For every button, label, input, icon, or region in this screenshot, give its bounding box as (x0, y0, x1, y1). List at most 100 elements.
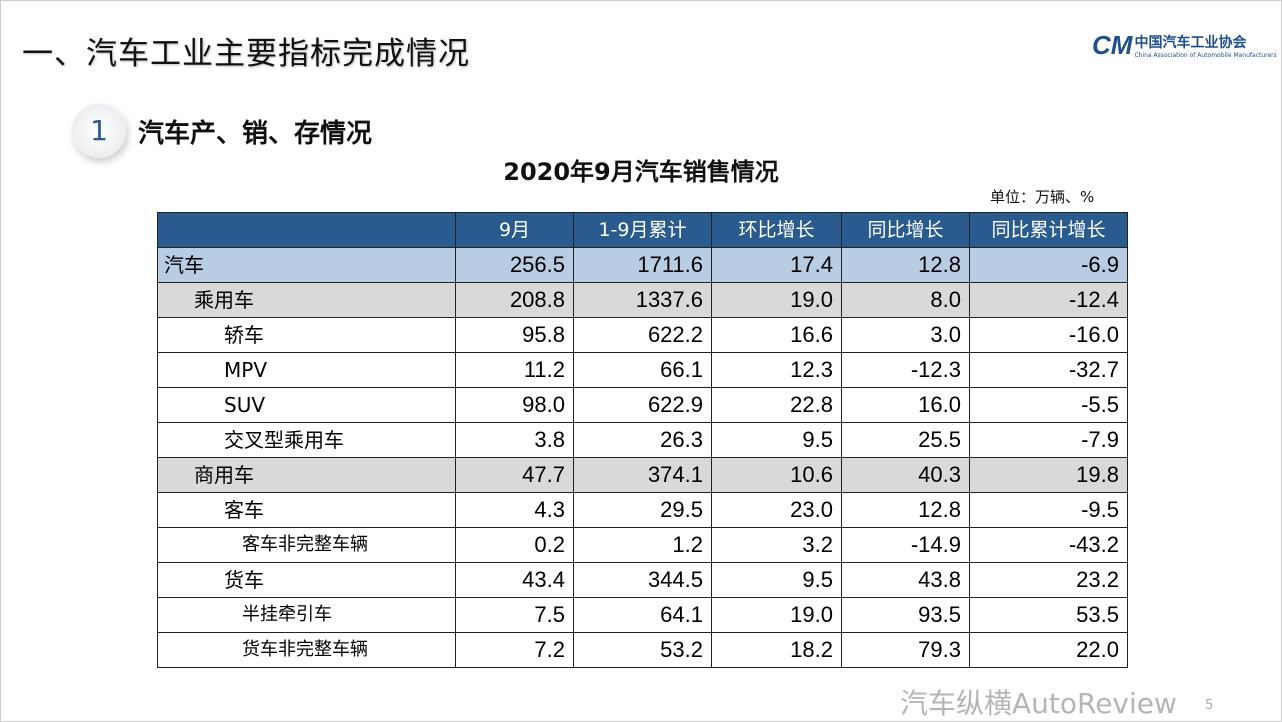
table-cell: 1711.6 (573, 247, 712, 283)
table-row: SUV 98.0 622.9 22.8 16.0 -5.5 (157, 387, 1128, 423)
table-cell: 12.8 (841, 247, 970, 283)
unit-label: 单位：万辆、% (990, 188, 1095, 206)
table-cell: -32.7 (969, 352, 1128, 388)
table-row: 货车 43.4 344.5 9.5 43.8 23.2 (157, 562, 1128, 598)
table-cell: 43.4 (455, 562, 574, 598)
logo-cn: 中国汽车工业协会 (1134, 35, 1247, 51)
table-cell: -9.5 (969, 492, 1128, 528)
table-cell: 98.0 (455, 387, 574, 423)
table-row: MPV 11.2 66.1 12.3 -12.3 -32.7 (157, 352, 1128, 388)
section-number: 1 (72, 104, 126, 158)
table-cell: 19.8 (969, 457, 1128, 493)
table-cell: -12.3 (841, 352, 970, 388)
table-cell: 18.2 (711, 632, 842, 668)
table-cell: 66.1 (573, 352, 712, 388)
logo-mark: CM (1092, 30, 1132, 60)
table-cell: 23.2 (969, 562, 1128, 598)
column-header (157, 212, 456, 248)
table-cell: 53.2 (573, 632, 712, 668)
table-row: 汽车 256.5 1711.6 17.4 12.8 -6.9 (157, 247, 1128, 283)
row-label: 客车 (157, 492, 456, 528)
table-row: 交叉型乘用车 3.8 26.3 9.5 25.5 -7.9 (157, 422, 1128, 458)
table-row: 货车非完整车辆 7.2 53.2 18.2 79.3 22.0 (157, 632, 1128, 668)
table-cell: 25.5 (841, 422, 970, 458)
table-cell: 3.0 (841, 317, 970, 353)
table-cell: 40.3 (841, 457, 970, 493)
table-row: 半挂牵引车 7.5 64.1 19.0 93.5 53.5 (157, 597, 1128, 633)
table-row: 商用车 47.7 374.1 10.6 40.3 19.8 (157, 457, 1128, 493)
table-cell: -12.4 (969, 282, 1128, 318)
watermark: 汽车纵横AutoReview (900, 687, 1177, 720)
table-cell: 64.1 (573, 597, 712, 633)
table-cell: 16.0 (841, 387, 970, 423)
table-cell: 53.5 (969, 597, 1128, 633)
row-label: 货车非完整车辆 (157, 632, 456, 668)
table-cell: 23.0 (711, 492, 842, 528)
column-header: 9月 (455, 212, 574, 248)
table-cell: 208.8 (455, 282, 574, 318)
table-cell: 1.2 (573, 527, 712, 563)
table-cell: 9.5 (711, 562, 842, 598)
row-label: 交叉型乘用车 (157, 422, 456, 458)
column-header: 1-9月累计 (573, 212, 712, 248)
table-cell: 3.8 (455, 422, 574, 458)
table-cell: 11.2 (455, 352, 574, 388)
table-cell: 29.5 (573, 492, 712, 528)
logo-en: China Association of Automobile Manufact… (1134, 52, 1277, 59)
table-cell: 9.5 (711, 422, 842, 458)
table-cell: -6.9 (969, 247, 1128, 283)
table-row: 轿车 95.8 622.2 16.6 3.0 -16.0 (157, 317, 1128, 353)
table-cell: 26.3 (573, 422, 712, 458)
table-cell: 344.5 (573, 562, 712, 598)
row-label: 货车 (157, 562, 456, 598)
table-cell: -43.2 (969, 527, 1128, 563)
table-title: 2020年9月汽车销售情况 (503, 158, 779, 186)
table-cell: 93.5 (841, 597, 970, 633)
table-cell: 7.2 (455, 632, 574, 668)
table-cell: 374.1 (573, 457, 712, 493)
table-row: 客车非完整车辆 0.2 1.2 3.2 -14.9 -43.2 (157, 527, 1128, 563)
table-cell: 3.2 (711, 527, 842, 563)
table-cell: 4.3 (455, 492, 574, 528)
table-cell: 12.3 (711, 352, 842, 388)
table-cell: 95.8 (455, 317, 574, 353)
table-cell: 17.4 (711, 247, 842, 283)
table-cell: 12.8 (841, 492, 970, 528)
row-label: 商用车 (157, 457, 456, 493)
slide-title: 一、汽车工业主要指标完成情况 (22, 36, 470, 72)
table-cell: 19.0 (711, 597, 842, 633)
column-header: 同比累计增长 (969, 212, 1128, 248)
row-label: MPV (157, 352, 456, 388)
row-label: 客车非完整车辆 (157, 527, 456, 563)
table-cell: 22.8 (711, 387, 842, 423)
row-label: SUV (157, 387, 456, 423)
table-cell: 1337.6 (573, 282, 712, 318)
table-cell: 79.3 (841, 632, 970, 668)
table-cell: 7.5 (455, 597, 574, 633)
table-cell: -7.9 (969, 422, 1128, 458)
column-header: 同比增长 (841, 212, 970, 248)
page-number: 5 (1205, 698, 1214, 713)
table-cell: -14.9 (841, 527, 970, 563)
table-cell: 19.0 (711, 282, 842, 318)
row-label: 轿车 (157, 317, 456, 353)
table-cell: 622.2 (573, 317, 712, 353)
table-cell: 8.0 (841, 282, 970, 318)
table-cell: -16.0 (969, 317, 1128, 353)
row-label: 半挂牵引车 (157, 597, 456, 633)
row-label: 汽车 (157, 247, 456, 283)
row-label: 乘用车 (157, 282, 456, 318)
caam-logo: CM 中国汽车工业协会 China Association of Automobi… (1092, 30, 1277, 61)
table-cell: 22.0 (969, 632, 1128, 668)
table-cell: -5.5 (969, 387, 1128, 423)
table-cell: 622.9 (573, 387, 712, 423)
table-cell: 47.7 (455, 457, 574, 493)
section-title: 汽车产、销、存情况 (138, 119, 373, 149)
table-row: 客车 4.3 29.5 23.0 12.8 -9.5 (157, 492, 1128, 528)
column-header: 环比增长 (711, 212, 842, 248)
table-row: 乘用车 208.8 1337.6 19.0 8.0 -12.4 (157, 282, 1128, 318)
table-cell: 16.6 (711, 317, 842, 353)
table-cell: 10.6 (711, 457, 842, 493)
sales-table: 9月 1-9月累计 环比增长 同比增长 同比累计增长 汽车 256.5 1711.6 17.4… (157, 212, 1128, 668)
table-cell: 43.8 (841, 562, 970, 598)
